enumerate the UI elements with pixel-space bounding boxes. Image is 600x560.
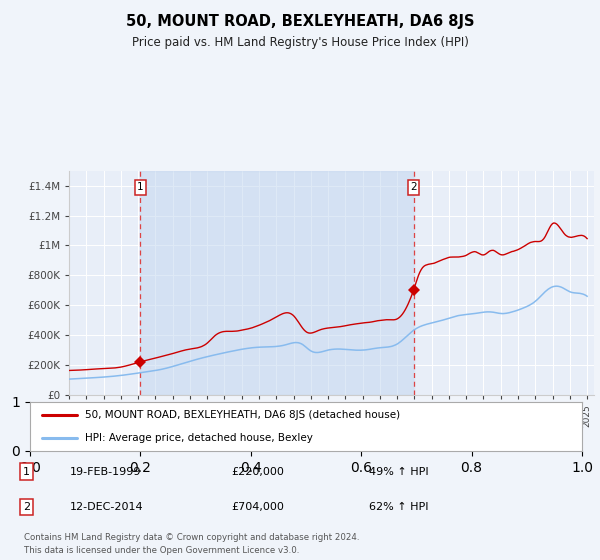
Text: £704,000: £704,000 xyxy=(231,502,284,512)
Bar xyxy=(140,171,413,395)
Text: 62% ↑ HPI: 62% ↑ HPI xyxy=(369,502,428,512)
Text: 49% ↑ HPI: 49% ↑ HPI xyxy=(369,466,429,477)
Text: 2: 2 xyxy=(410,182,417,192)
Text: 1: 1 xyxy=(23,466,30,477)
Text: 50, MOUNT ROAD, BEXLEYHEATH, DA6 8JS (detached house): 50, MOUNT ROAD, BEXLEYHEATH, DA6 8JS (de… xyxy=(85,410,400,421)
Text: 1: 1 xyxy=(137,182,143,192)
Text: Contains HM Land Registry data © Crown copyright and database right 2024.
This d: Contains HM Land Registry data © Crown c… xyxy=(24,533,359,554)
Text: 2: 2 xyxy=(23,502,30,512)
Text: HPI: Average price, detached house, Bexley: HPI: Average price, detached house, Bexl… xyxy=(85,433,313,444)
Text: 19-FEB-1999: 19-FEB-1999 xyxy=(70,466,141,477)
Text: £220,000: £220,000 xyxy=(231,466,284,477)
Text: 12-DEC-2014: 12-DEC-2014 xyxy=(70,502,143,512)
Text: Price paid vs. HM Land Registry's House Price Index (HPI): Price paid vs. HM Land Registry's House … xyxy=(131,36,469,49)
Text: 50, MOUNT ROAD, BEXLEYHEATH, DA6 8JS: 50, MOUNT ROAD, BEXLEYHEATH, DA6 8JS xyxy=(126,14,474,29)
